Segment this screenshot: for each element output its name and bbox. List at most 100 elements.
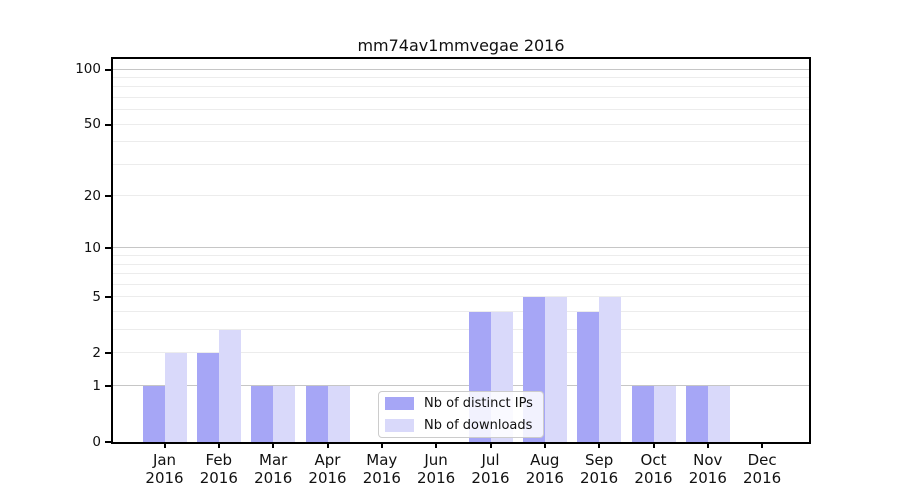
gridline-6 <box>113 283 809 285</box>
x-tick-month: Aug <box>530 451 560 469</box>
legend-row-nb-of-downloads: Nb of downloads <box>385 418 535 433</box>
gridline-8 <box>113 263 809 265</box>
x-tick-label-nov-2016: Nov 2016 <box>680 451 736 487</box>
y-tick-label-2: 2 <box>92 344 101 361</box>
x-tick-month: Jul <box>481 451 500 469</box>
x-tick-month: Oct <box>640 451 667 469</box>
y-tick-50 <box>105 123 112 126</box>
x-tick-sep-2016 <box>598 443 601 448</box>
gridline-20 <box>113 195 809 197</box>
x-tick-label-aug-2016: Aug 2016 <box>517 451 573 487</box>
bar-distinct-ips-sep-2016 <box>577 312 600 442</box>
x-tick-month: Nov <box>693 451 723 469</box>
x-tick-jan-2016 <box>163 443 166 448</box>
x-tick-may-2016 <box>380 443 383 448</box>
x-tick-label-apr-2016: Apr 2016 <box>300 451 356 487</box>
gridline-30 <box>113 163 809 165</box>
x-tick-label-may-2016: May 2016 <box>354 451 410 487</box>
x-tick-jun-2016 <box>435 443 438 448</box>
y-tick-label-20: 20 <box>83 187 101 204</box>
x-tick-mar-2016 <box>272 443 275 448</box>
x-tick-label-jan-2016: Jan 2016 <box>137 451 193 487</box>
gridline-40 <box>113 141 809 143</box>
x-tick-label-jul-2016: Jul 2016 <box>463 451 519 487</box>
y-tick-5 <box>105 296 112 299</box>
y-tick-10 <box>105 247 112 250</box>
legend-label-nb-of-downloads: Nb of downloads <box>424 418 533 433</box>
x-tick-aug-2016 <box>543 443 546 448</box>
bar-distinct-ips-apr-2016 <box>305 386 328 442</box>
x-tick-jul-2016 <box>489 443 492 448</box>
x-tick-year: 2016 <box>199 469 238 487</box>
x-tick-nov-2016 <box>706 443 709 448</box>
y-tick-0 <box>105 441 112 443</box>
gridline-90 <box>113 76 809 78</box>
y-tick-20 <box>105 195 112 198</box>
x-tick-apr-2016 <box>326 443 329 448</box>
legend-swatch-nb-of-distinct-ips <box>385 397 414 410</box>
gridline-80 <box>113 86 809 88</box>
x-tick-month: Sep <box>584 451 614 469</box>
x-tick-year: 2016 <box>362 469 401 487</box>
gridline-70 <box>113 96 809 98</box>
y-tick-label-0: 0 <box>92 433 101 450</box>
gridline-1 <box>113 385 809 387</box>
x-tick-year: 2016 <box>254 469 293 487</box>
bar-distinct-ips-mar-2016 <box>251 386 274 442</box>
legend-swatch-nb-of-downloads <box>385 419 414 432</box>
x-tick-year: 2016 <box>308 469 347 487</box>
x-tick-year: 2016 <box>634 469 673 487</box>
x-tick-year: 2016 <box>145 469 184 487</box>
y-tick-100 <box>105 68 112 71</box>
gridline-4 <box>113 311 809 313</box>
x-tick-label-oct-2016: Oct 2016 <box>626 451 682 487</box>
x-tick-label-mar-2016: Mar 2016 <box>245 451 301 487</box>
gridline-2 <box>113 352 809 354</box>
y-tick-label-1: 1 <box>92 377 101 394</box>
bar-downloads-feb-2016 <box>218 330 241 442</box>
gridline-5 <box>113 296 809 298</box>
x-tick-year: 2016 <box>688 469 727 487</box>
x-tick-label-dec-2016: Dec 2016 <box>734 451 790 487</box>
gridline-60 <box>113 109 809 111</box>
bar-downloads-aug-2016 <box>544 297 567 442</box>
bar-downloads-oct-2016 <box>653 386 676 442</box>
y-tick-label-50: 50 <box>83 116 101 133</box>
y-tick-label-5: 5 <box>92 288 101 305</box>
x-tick-month: Apr <box>314 451 341 469</box>
x-tick-label-feb-2016: Feb 2016 <box>191 451 247 487</box>
x-tick-month: Feb <box>205 451 233 469</box>
x-tick-label-jun-2016: Jun 2016 <box>408 451 464 487</box>
gridline-7 <box>113 273 809 275</box>
chart-title: mm74av1mmvegae 2016 <box>357 36 565 55</box>
x-tick-month: Mar <box>259 451 288 469</box>
bar-distinct-ips-jan-2016 <box>142 386 165 442</box>
x-tick-month: Dec <box>747 451 777 469</box>
x-tick-dec-2016 <box>761 443 764 448</box>
gridline-50 <box>113 123 809 125</box>
gridline-10 <box>113 247 809 249</box>
x-tick-month: Jan <box>152 451 177 469</box>
x-tick-month: Jun <box>424 451 448 469</box>
x-tick-year: 2016 <box>743 469 782 487</box>
gridline-9 <box>113 255 809 257</box>
bar-downloads-sep-2016 <box>599 297 622 442</box>
gridline-100 <box>113 68 809 70</box>
x-tick-oct-2016 <box>652 443 655 448</box>
bar-downloads-apr-2016 <box>327 386 350 442</box>
bar-distinct-ips-oct-2016 <box>631 386 654 442</box>
x-tick-year: 2016 <box>580 469 619 487</box>
bar-downloads-nov-2016 <box>707 386 730 442</box>
plot-area <box>111 57 811 444</box>
gridline-3 <box>113 329 809 331</box>
y-tick-label-100: 100 <box>75 61 101 77</box>
x-tick-year: 2016 <box>417 469 456 487</box>
y-tick-2 <box>105 352 112 355</box>
y-tick-1 <box>105 385 112 388</box>
legend-label-nb-of-distinct-ips: Nb of distinct IPs <box>424 396 533 411</box>
bar-distinct-ips-nov-2016 <box>685 386 708 442</box>
y-tick-label-10: 10 <box>83 239 101 256</box>
legend: Nb of distinct IPs Nb of downloads <box>378 391 544 438</box>
x-tick-year: 2016 <box>525 469 564 487</box>
